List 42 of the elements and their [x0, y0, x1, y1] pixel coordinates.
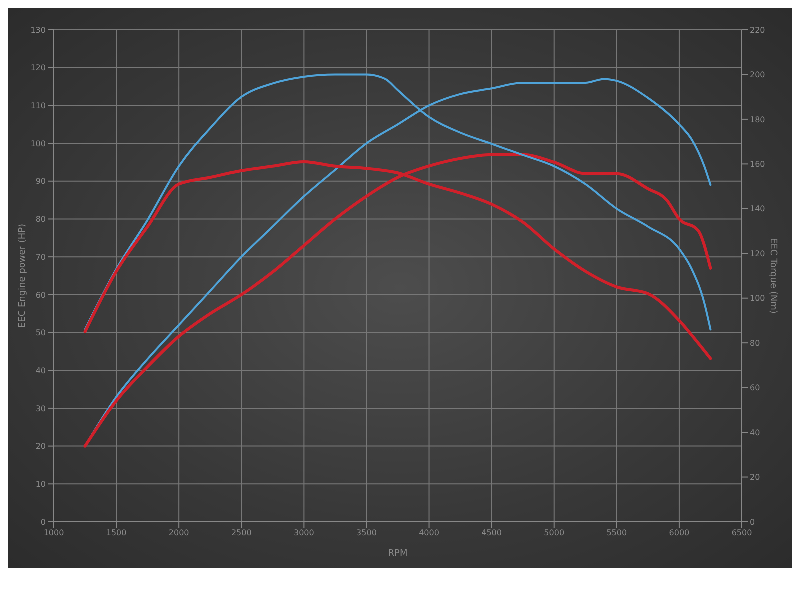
y-axis-title: EEC Engine power (HP) [18, 224, 28, 328]
x-tick-label: 2500 [231, 528, 252, 538]
y2-tick-label: 180 [750, 115, 766, 124]
x-tick-label: 1500 [106, 528, 127, 538]
y-tick-label: 70 [36, 252, 46, 262]
y2-tick-label: 20 [750, 473, 760, 482]
y2-tick-label: 80 [750, 338, 760, 348]
y2-tick-label: 120 [750, 249, 766, 258]
y-tick-label: 110 [30, 102, 46, 111]
y-tick-label: 80 [36, 215, 46, 224]
y2-tick-label: 100 [750, 294, 766, 304]
y2-tick-label: 40 [750, 428, 760, 438]
x-tick-label: 3500 [356, 528, 377, 538]
y-tick-label: 50 [36, 328, 46, 338]
x-tick-label: 4500 [482, 528, 502, 538]
y2-tick-label: 160 [750, 160, 766, 170]
x-tick-label: 1000 [44, 528, 64, 538]
y2-tick-label: 0 [750, 518, 756, 527]
x-tick-label: 6000 [669, 528, 690, 538]
line-series [84, 153, 712, 448]
y-tick-label: 0 [40, 518, 46, 527]
y2-tick-label: 140 [750, 204, 766, 214]
x-tick-label: 6500 [732, 528, 752, 538]
y-tick-label: 20 [36, 442, 46, 452]
y-tick-label: 40 [36, 366, 46, 376]
y2-tick-label: 60 [750, 384, 760, 393]
x-tick-label: 4000 [419, 528, 440, 538]
y-tick-label: 10 [36, 480, 46, 489]
y-tick-label: 60 [36, 290, 46, 300]
x-tick-label: 2000 [168, 528, 190, 538]
x-tick-label: 5000 [544, 528, 565, 538]
y2-axis-title: EEC Torque (Nm) [768, 238, 778, 314]
y-tick-label: 90 [36, 177, 46, 186]
y2-tick-label: 200 [750, 70, 766, 80]
x-axis-title: RPM [388, 549, 408, 559]
y-tick-label: 130 [30, 26, 46, 35]
y2-tick-label: 220 [750, 26, 766, 35]
x-tick-label: 5500 [606, 528, 628, 538]
y-tick-label: 120 [30, 64, 46, 73]
x-tick-label: 3000 [294, 528, 314, 538]
y-tick-label: 30 [36, 404, 46, 414]
y-tick-label: 100 [30, 139, 46, 148]
